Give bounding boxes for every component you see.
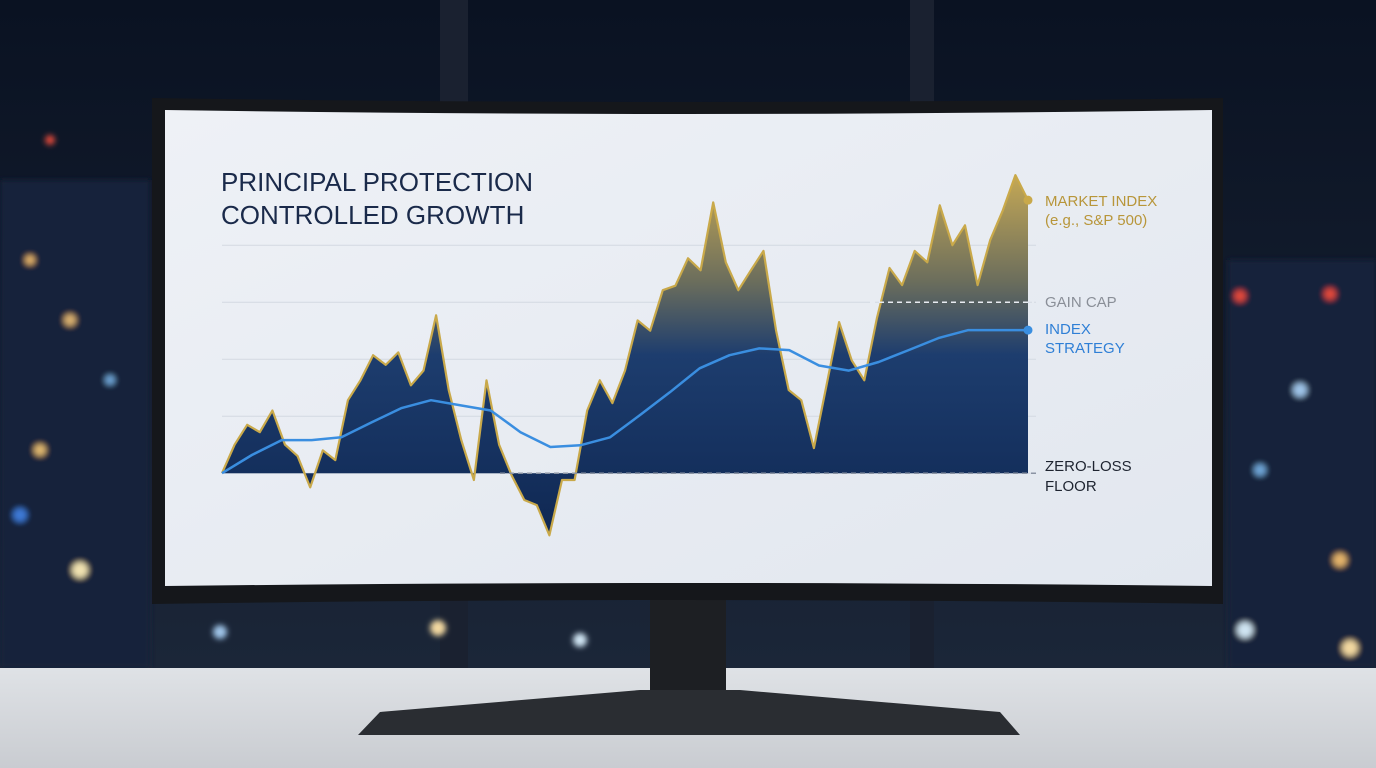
gain-cap-label: GAIN CAP xyxy=(1045,294,1117,311)
city-lights xyxy=(0,135,1376,668)
building xyxy=(1228,260,1376,668)
light xyxy=(1254,464,1266,476)
light xyxy=(1293,383,1307,397)
light xyxy=(1333,553,1347,567)
light xyxy=(13,508,27,522)
light xyxy=(25,255,35,265)
light xyxy=(1237,622,1253,638)
market-end-dot xyxy=(1023,195,1033,205)
light xyxy=(34,444,46,456)
stand-base xyxy=(358,690,1020,735)
strategy-end-dot xyxy=(1023,325,1033,335)
legend-label: INDEX xyxy=(1045,321,1091,338)
floor-label: FLOOR xyxy=(1045,478,1097,495)
chart-title: PRINCIPAL PROTECTION xyxy=(221,167,533,197)
light xyxy=(72,562,88,578)
chart-title: CONTROLLED GROWTH xyxy=(221,200,524,230)
chart: PRINCIPAL PROTECTION CONTROLLED GROWTH M… xyxy=(220,167,1157,537)
light xyxy=(64,314,76,326)
stand-neck xyxy=(650,598,726,693)
light xyxy=(45,135,55,145)
legend-label: STRATEGY xyxy=(1045,340,1125,357)
legend-label: MARKET INDEX xyxy=(1045,193,1157,210)
market-area xyxy=(222,175,1028,536)
building xyxy=(0,180,150,668)
light xyxy=(213,625,227,639)
light xyxy=(1342,640,1358,656)
floor-label: ZERO-LOSS xyxy=(1045,458,1132,475)
light xyxy=(105,375,115,385)
light xyxy=(1234,290,1246,302)
light xyxy=(1324,288,1336,300)
light xyxy=(573,633,587,647)
light xyxy=(430,620,446,636)
legend-label: (e.g., S&P 500) xyxy=(1045,212,1147,229)
market-line xyxy=(220,174,1029,537)
strategy-line xyxy=(221,328,1028,475)
